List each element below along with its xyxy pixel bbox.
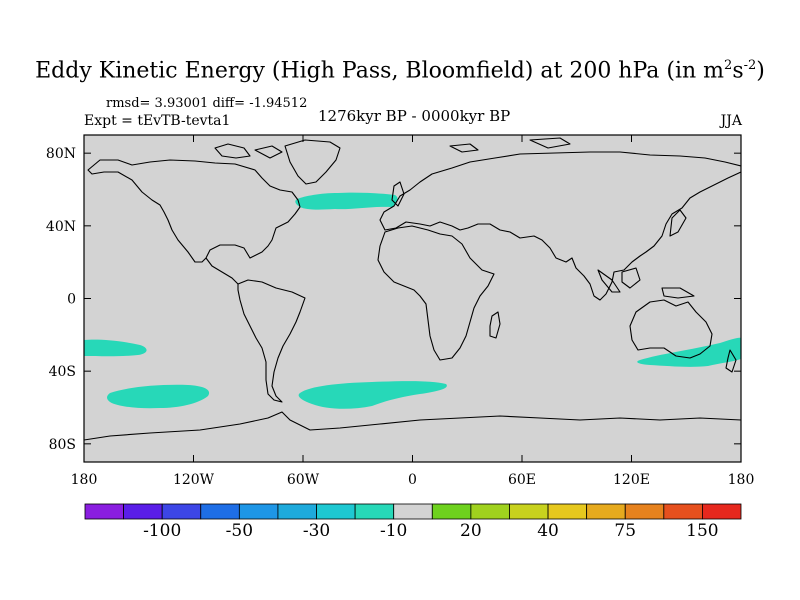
colorbar-label: 20 [460, 521, 482, 541]
lon-tick-label: 60E [508, 472, 536, 488]
colorbar-label: -100 [143, 521, 181, 541]
coastline-eurasia [379, 151, 741, 301]
colorbar-swatch [624, 503, 665, 520]
coastline-greenland [284, 139, 341, 185]
colorbar-swatch [316, 503, 356, 520]
coastline-new-guinea [661, 287, 695, 299]
lat-tick-label: 40N [46, 219, 76, 235]
lon-tick-label: 180 [728, 472, 755, 488]
colorbar-label: 75 [614, 521, 636, 541]
colorbar-label: 150 [686, 521, 718, 541]
colorbar-swatch [663, 503, 703, 520]
coastline-central-america [205, 257, 239, 285]
season-label: JJA [720, 113, 742, 129]
coastline-japan [669, 209, 687, 237]
colorbar-swatch [200, 503, 240, 520]
coastline-sumatra [597, 269, 621, 293]
anomaly-regions [84, 192, 741, 409]
coastline-arctic-islands [214, 137, 571, 159]
colorbar-label: -30 [303, 521, 330, 541]
map-axes: 80N 40N 0 40S 80S 180 120W 60W 0 60E 120E 180 [46, 135, 754, 488]
coastline-australia [629, 299, 713, 359]
lon-tick-label: 0 [408, 472, 417, 488]
coastline-borneo [621, 267, 641, 289]
anomaly-south-atlantic [298, 381, 447, 409]
colorbar-swatch [431, 503, 472, 520]
colorbar-swatch [470, 503, 510, 520]
colorbar-swatch [354, 503, 395, 520]
coastline-africa [377, 225, 495, 361]
coastline-north-america [87, 159, 301, 263]
colorbar-swatch [509, 503, 549, 520]
lon-tick-label: 60W [287, 472, 320, 488]
lat-tick-label: 0 [67, 292, 76, 308]
coastlines [84, 137, 741, 441]
colorbar-label: -10 [380, 521, 407, 541]
colorbar-swatch [238, 503, 279, 520]
coastline-britain [391, 181, 405, 207]
colorbar-label: 40 [537, 521, 559, 541]
colorbar-swatch [393, 503, 433, 520]
statistics-text: rmsd= 3.93001 diff= -1.94512 [106, 96, 308, 111]
colorbar-swatch [123, 503, 163, 520]
anomaly-australia-tasman [637, 337, 741, 367]
experiment-label: Expt = tEvTB-tevta1 [84, 113, 231, 129]
colorbar-swatch [161, 503, 202, 520]
anomaly-south-pacific-south [107, 384, 210, 409]
lon-tick-label: 180 [71, 472, 98, 488]
colorbar-swatch [277, 503, 317, 520]
lat-tick-label: 80N [46, 146, 76, 162]
anomaly-south-pacific-east [84, 339, 147, 357]
coastline-new-zealand [725, 349, 737, 373]
anomaly-north-atlantic [295, 192, 398, 210]
period-label: 1276kyr BP - 0000kyr BP [318, 107, 511, 125]
lat-tick-label: 40S [49, 364, 76, 380]
coastline-madagascar [489, 311, 501, 339]
colorbar-swatch [586, 503, 626, 520]
colorbar-swatch [84, 503, 124, 520]
colorbar-label: -50 [226, 521, 253, 541]
coastline-antarctica [84, 411, 741, 441]
coastline-south-america [237, 279, 306, 403]
plot-title: Eddy Kinetic Energy (High Pass, Bloomfie… [35, 58, 765, 84]
colorbar-swatch [702, 503, 742, 520]
lon-tick-label: 120W [173, 472, 215, 488]
map-background [84, 135, 741, 462]
lon-tick-label: 120E [613, 472, 650, 488]
lat-tick-label: 80S [49, 437, 76, 453]
colorbar: -100 -50 -30 -10 20 40 75 150 [84, 503, 742, 541]
colorbar-swatch [547, 503, 588, 520]
